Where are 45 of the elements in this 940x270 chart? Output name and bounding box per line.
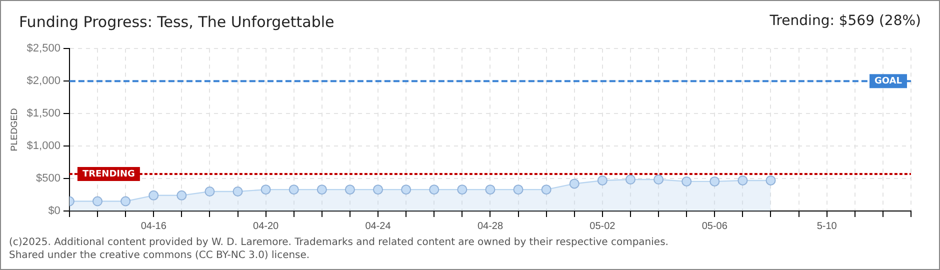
point [176, 190, 187, 200]
point [260, 184, 271, 195]
point [485, 184, 496, 195]
y-tick-label: $0 [48, 205, 60, 218]
point [766, 175, 776, 186]
point [654, 174, 664, 184]
point [513, 184, 524, 195]
point [344, 184, 355, 195]
point [401, 184, 412, 195]
y-axis-title: PLEDGED [8, 108, 19, 152]
point [738, 175, 748, 186]
point [316, 184, 327, 195]
point [92, 196, 102, 206]
point [373, 184, 384, 195]
ref-line-label: GOAL [874, 76, 902, 86]
y-tick-label: $2,000 [26, 75, 60, 88]
point [232, 186, 243, 197]
chart-title: Funding Progress: Tess, The Unforgettable [19, 13, 334, 31]
x-tick-label: 5-10 [816, 220, 838, 232]
point [569, 178, 580, 189]
x-tick-label: 05-06 [702, 220, 728, 232]
point [457, 184, 468, 195]
point [204, 186, 215, 197]
point [541, 184, 552, 195]
x-tick-label: 04-20 [253, 220, 280, 232]
y-tick-label: $1,000 [26, 140, 60, 152]
y-tick-label: $500 [36, 172, 60, 185]
text: Shared under the creative commons (CC BY-NC 3.0) license. [9, 250, 310, 261]
x-tick-label: 05-02 [590, 220, 616, 232]
x-tick-label: 04-28 [477, 220, 504, 232]
point [682, 176, 692, 186]
point [120, 196, 131, 206]
point [710, 176, 720, 186]
y-tick-label: $1,500 [26, 108, 60, 120]
y-tick-label: $2,500 [26, 42, 60, 55]
x-tick-label: 04-16 [140, 220, 167, 232]
point [429, 184, 440, 195]
text: Trending: $569 (28%) [770, 13, 921, 29]
text: (c)2025. Additional content provided by W. D. Laremore. Trademarks and related content are owned by their respective companies. [9, 237, 668, 248]
point [597, 175, 608, 186]
point [625, 174, 636, 184]
point [148, 190, 159, 200]
point [288, 184, 299, 195]
x-tick-label: 04-24 [365, 220, 392, 232]
ref-line-label: TRENDING [82, 169, 135, 180]
